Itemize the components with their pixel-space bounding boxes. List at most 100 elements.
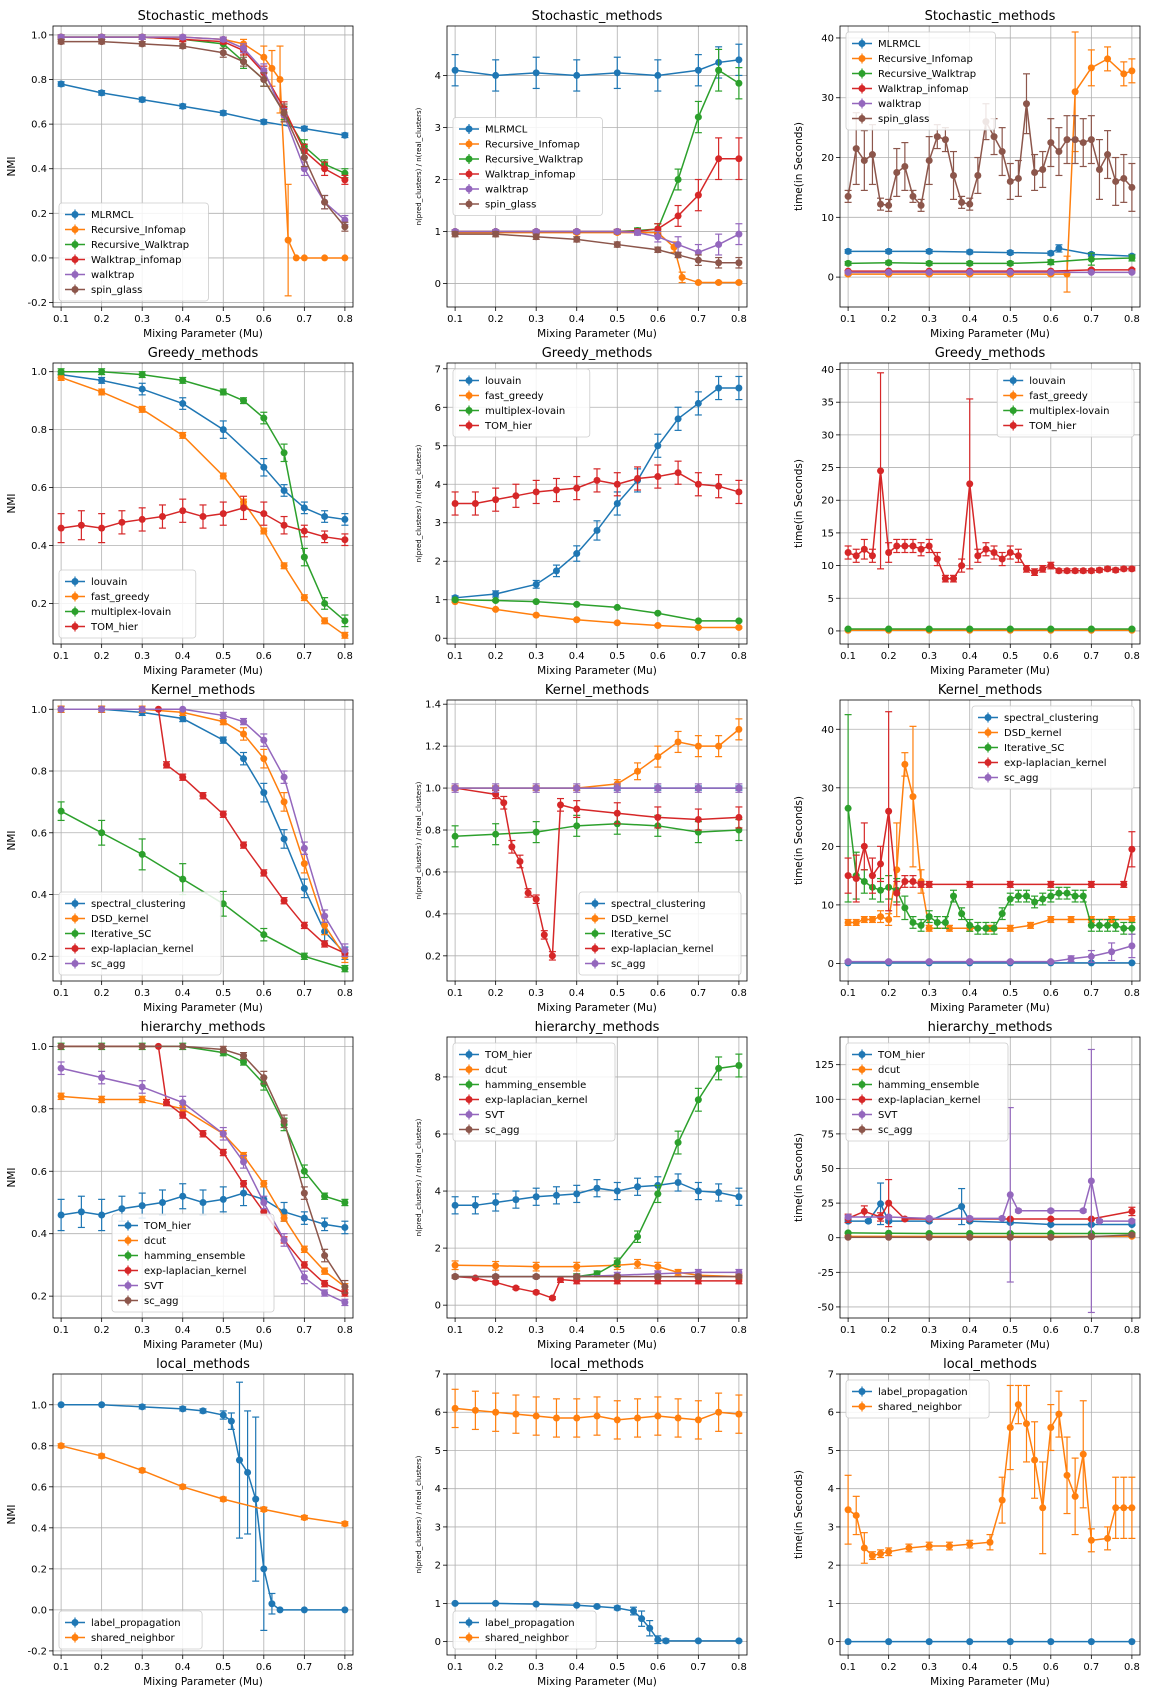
data-point [300, 921, 308, 929]
x-tick-label: 0.6 [650, 1325, 666, 1336]
data-point [451, 1273, 459, 1281]
legend-item: fast_greedy [1003, 390, 1088, 402]
data-point [219, 510, 227, 518]
subplot-9: 0.1 0.2 0.3 0.4 0.5 0.6 0.7 0.8 0 10 20 30 40 Kernel_… [793, 683, 1141, 1014]
legend-marker [465, 1111, 473, 1118]
subplot-5: 0.1 0.2 0.3 0.4 0.5 0.6 0.7 0.8 0 1 2 3 4 5 6 7 Greedy_m… [415, 346, 748, 677]
legend-label: louvain [91, 577, 127, 588]
legend-item: Recursive_Walktrap [459, 154, 583, 166]
data-point [634, 1260, 642, 1268]
legend-label: exp-laplacian_kernel [1004, 758, 1107, 769]
x-tick-label: 0.6 [256, 1325, 272, 1336]
legend-label: sc_agg [611, 959, 646, 970]
data-point [735, 230, 743, 238]
x-tick-label: 0.7 [1083, 1325, 1099, 1336]
data-point [57, 373, 65, 381]
data-point [654, 813, 662, 821]
axes-frame [446, 25, 748, 308]
data-point [341, 515, 349, 523]
series-walktrap [844, 268, 1136, 276]
data-point [1047, 916, 1055, 924]
data-point [654, 609, 662, 617]
data-point [998, 910, 1006, 918]
legend-label: spin_glass [485, 200, 536, 211]
data-point [933, 555, 941, 563]
data-point [557, 801, 565, 809]
data-point [179, 1483, 187, 1491]
x-tick-label: 0.5 [1002, 651, 1018, 662]
data-point [885, 268, 893, 276]
data-point [219, 810, 227, 818]
data-point [1063, 136, 1071, 144]
data-point [860, 1207, 868, 1215]
data-point [240, 397, 248, 405]
y-tick-label: 0.2 [31, 209, 47, 220]
legend-item: dcut [459, 1064, 507, 1076]
data-point [240, 1180, 248, 1188]
data-point [1079, 567, 1087, 575]
data-point [98, 368, 106, 376]
data-point [252, 1495, 260, 1503]
data-point [179, 773, 187, 781]
data-point [1039, 565, 1047, 573]
x-tick-label: 0.1 [840, 1662, 856, 1673]
series-line [848, 945, 1133, 963]
data-point [674, 251, 682, 259]
data-point [593, 476, 601, 484]
data-point [1128, 1217, 1136, 1225]
data-point [321, 1192, 329, 1200]
x-tick-label: 0.8 [731, 314, 747, 325]
y-tick-label: 25 [821, 463, 834, 474]
data-point [98, 38, 106, 46]
data-point [613, 1187, 621, 1195]
legend-marker [1009, 422, 1017, 429]
y-tick-label: 4 [828, 1484, 834, 1495]
data-point [950, 575, 958, 583]
data-point [300, 1189, 308, 1197]
data-point [613, 1258, 621, 1266]
data-point [844, 549, 852, 557]
y-tick-label: 0.8 [425, 826, 441, 837]
data-point [163, 761, 171, 769]
data-point [844, 192, 852, 200]
data-point [715, 742, 723, 750]
legend-label: TOM_hier [1028, 421, 1077, 432]
data-point [966, 921, 974, 929]
data-point [925, 542, 933, 550]
series-MLRMCL [451, 43, 743, 92]
data-point [941, 918, 949, 926]
legend-label: spectral_clustering [1004, 713, 1099, 724]
data-point [885, 1233, 893, 1241]
data-point [694, 279, 702, 287]
series-exp-laplacian_kernel [844, 711, 1136, 912]
data-point [516, 857, 524, 865]
data-point [654, 622, 662, 630]
data-point [715, 66, 723, 74]
legend-item: spin_glass [65, 284, 142, 296]
data-point [945, 924, 953, 932]
data-point [860, 842, 868, 850]
x-tick-label: 0.1 [447, 314, 463, 325]
legend-item: walktrap [459, 184, 528, 196]
legend-label: Recursive_Infomap [878, 54, 973, 65]
y-tick-label: 0.8 [31, 75, 47, 86]
data-point [925, 880, 933, 888]
legend-label: louvain [485, 376, 521, 387]
x-tick-label: 0.6 [256, 314, 272, 325]
series-TOM_hier [57, 495, 349, 547]
axes-frame [52, 1373, 354, 1656]
x-tick-label: 0.2 [488, 988, 504, 999]
legend-marker [465, 200, 473, 208]
legend-item: Iterative_SC [65, 928, 151, 940]
data-point [694, 66, 702, 74]
data-point [654, 473, 662, 481]
y-tick-label: 20 [821, 842, 834, 853]
y-axis-label: NMI [6, 493, 18, 513]
x-tick-label: 0.4 [962, 651, 978, 662]
legend-frame [452, 1610, 597, 1650]
data-point [885, 1638, 893, 1646]
series-group [451, 43, 743, 287]
data-point [57, 1442, 65, 1450]
legend-item: spectral_clustering [585, 898, 706, 910]
legend-item: shared_neighbor [65, 1632, 175, 1644]
